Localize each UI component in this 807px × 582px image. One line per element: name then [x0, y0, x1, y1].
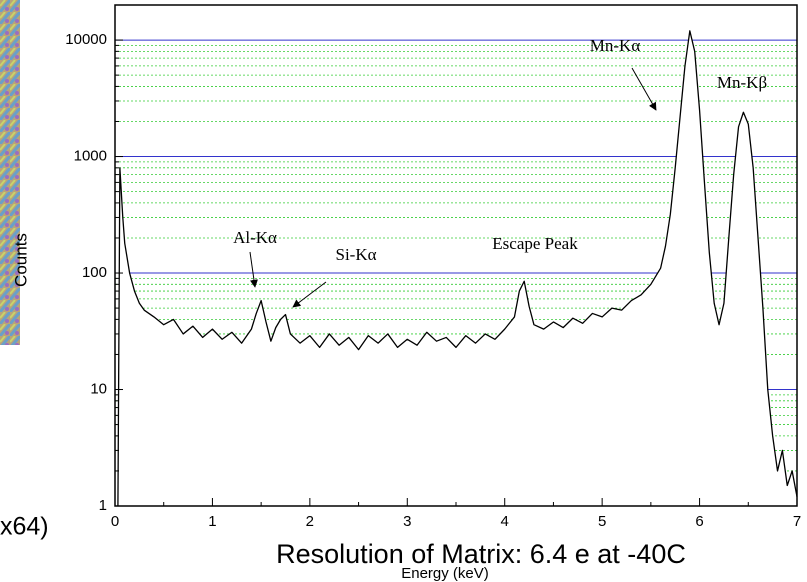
x-axis-label: Energy (keV): [401, 565, 489, 582]
chart-title: Resolution of Matrix: 6.4 e at -40C: [276, 539, 686, 569]
annotation: Al-Kα: [233, 228, 277, 247]
x-tick-label: 0: [111, 513, 119, 530]
x-tick-label: 1: [208, 513, 216, 530]
x-tick-label: 5: [598, 513, 606, 530]
x-tick-label: 4: [501, 513, 509, 530]
arrow: [292, 281, 327, 308]
y-tick-label: 10: [90, 380, 107, 397]
left-caption: x64): [0, 513, 49, 541]
y-tick-label: 1000: [74, 148, 107, 165]
annotation: Mn-Kα: [590, 36, 641, 55]
area-mask: [117, 30, 798, 507]
annotation: Mn-Kβ: [717, 73, 767, 92]
plot-area: [115, 30, 798, 507]
spectrum-line: [117, 30, 798, 507]
x-tick-label: 3: [403, 513, 411, 530]
arrow: [631, 67, 657, 111]
x-tick-label: 7: [793, 513, 801, 530]
x-tick-label: 6: [695, 513, 703, 530]
y-tick-label: 10000: [65, 31, 107, 48]
y-tick-label: 1: [99, 497, 107, 514]
annotation: Escape Peak: [492, 234, 578, 253]
y-tick-label: 100: [82, 264, 107, 281]
y-axis-label: Counts: [11, 233, 30, 287]
cropped-picture: [0, 0, 20, 345]
annotation: Si-Kα: [335, 245, 376, 264]
arrow: [249, 251, 258, 288]
x-tick-label: 2: [306, 513, 314, 530]
